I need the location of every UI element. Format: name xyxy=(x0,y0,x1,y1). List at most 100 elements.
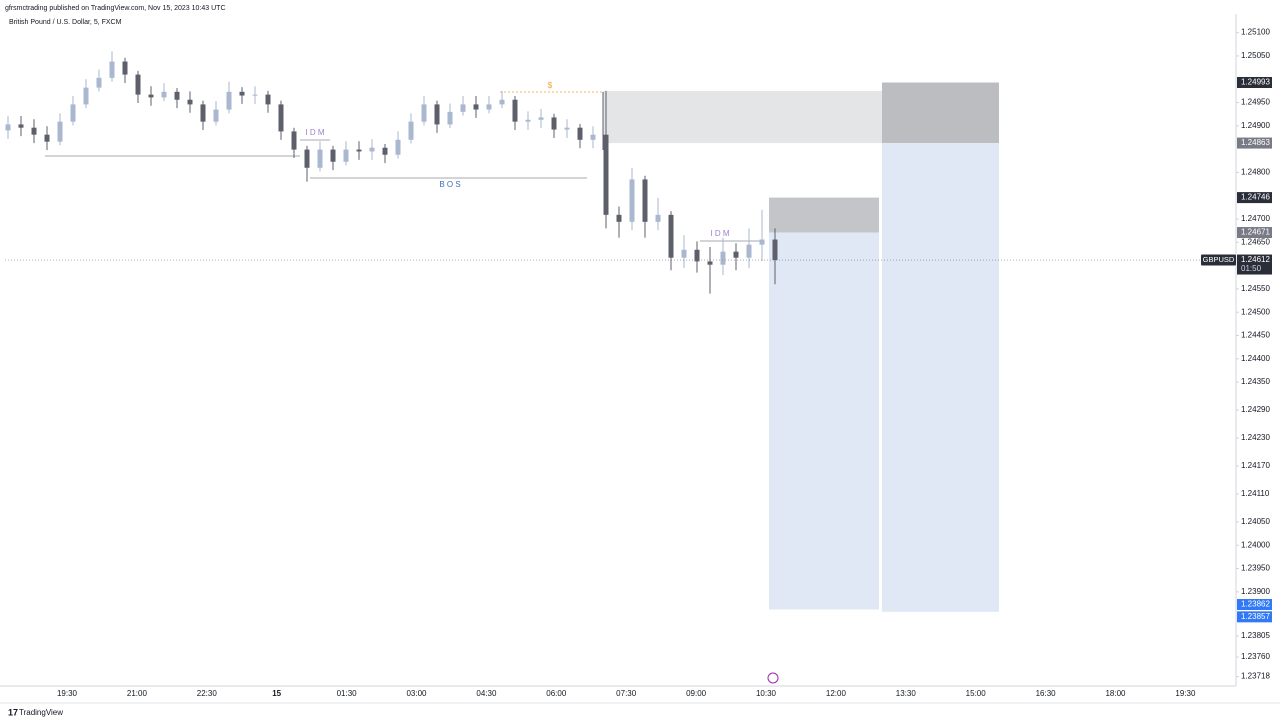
candle-body xyxy=(187,99,193,105)
zone xyxy=(769,232,879,610)
candle-body xyxy=(434,104,440,125)
candle-body xyxy=(239,91,245,96)
annotation: B O S xyxy=(439,180,460,189)
candle-body xyxy=(265,94,271,105)
y-tick-label: 1.23718 xyxy=(1241,672,1270,681)
logo: 17 xyxy=(8,707,18,717)
candle-body xyxy=(642,179,648,222)
price-label-box xyxy=(1237,599,1272,611)
x-tick-label: 04:30 xyxy=(476,689,497,698)
event-icon[interactable] xyxy=(767,672,779,684)
candle-body xyxy=(447,111,453,125)
candle-body xyxy=(395,139,401,155)
zone xyxy=(769,197,879,233)
candle-body xyxy=(317,149,323,168)
candle-body xyxy=(96,77,102,88)
zone xyxy=(882,143,999,612)
candle-body xyxy=(421,104,427,122)
candle-body xyxy=(408,121,414,140)
y-tick-label: 1.24900 xyxy=(1241,121,1270,130)
y-tick-label: 1.24000 xyxy=(1241,540,1270,549)
zone xyxy=(603,90,885,144)
y-tick-label: 1.24230 xyxy=(1241,433,1270,442)
annotation: I D M xyxy=(305,128,324,137)
candle-body xyxy=(369,147,375,152)
candle-body xyxy=(31,127,37,135)
candle-body xyxy=(5,124,11,131)
candle-body xyxy=(44,134,50,142)
y-tick-label: 1.24290 xyxy=(1241,405,1270,414)
x-tick-label: 18:00 xyxy=(1105,689,1126,698)
candle-body xyxy=(538,117,544,120)
annotation: $ xyxy=(548,81,553,90)
price-label: 1.24863 xyxy=(1241,138,1270,147)
symbol-label: GBPUSD xyxy=(1203,255,1235,264)
candle-body xyxy=(486,104,492,110)
candle-body xyxy=(577,127,583,140)
price-label: 1.23862 xyxy=(1241,600,1270,609)
candle-body xyxy=(551,117,557,130)
candle-body xyxy=(655,214,661,222)
candle-body xyxy=(473,104,479,110)
symbol-box xyxy=(1201,254,1236,266)
price-label: 1.24671 xyxy=(1241,228,1270,237)
x-tick-label: 19:30 xyxy=(57,689,78,698)
candle-body xyxy=(460,104,466,112)
x-tick-label: 10:30 xyxy=(756,689,777,698)
x-tick-label: 09:00 xyxy=(686,689,707,698)
y-tick-label: 1.24350 xyxy=(1241,377,1270,386)
candle-body xyxy=(18,124,24,128)
candle-body xyxy=(57,121,63,142)
candle-body xyxy=(733,251,739,258)
candle-body xyxy=(603,134,609,215)
x-tick-label: 19:30 xyxy=(1175,689,1196,698)
last-price-label: 1.24612 xyxy=(1241,255,1270,264)
price-label-box xyxy=(1237,192,1272,204)
candle-body xyxy=(122,61,128,75)
y-tick-label: 1.23760 xyxy=(1241,652,1270,661)
price-label: 1.23857 xyxy=(1241,612,1270,621)
candle-body xyxy=(291,131,297,150)
candle-body xyxy=(564,127,570,130)
candle-body xyxy=(200,104,206,122)
candle-body xyxy=(694,249,700,262)
x-tick-label: 07:30 xyxy=(616,689,637,698)
candle-body xyxy=(109,61,115,78)
candle-body xyxy=(252,94,258,96)
candle-body xyxy=(343,149,349,162)
x-tick-label: 21:00 xyxy=(127,689,148,698)
x-tick-label: 03:00 xyxy=(406,689,427,698)
x-tick-label: 15 xyxy=(272,689,281,698)
x-tick-label: 16:30 xyxy=(1036,689,1057,698)
y-tick-label: 1.24500 xyxy=(1241,307,1270,316)
y-tick-label: 1.25100 xyxy=(1241,28,1270,37)
x-tick-label: 15:00 xyxy=(966,689,987,698)
candle-body xyxy=(161,91,167,98)
x-tick-label: 22:30 xyxy=(197,689,218,698)
annotation: I D M xyxy=(710,229,729,238)
candle-body xyxy=(629,179,635,222)
price-label-box xyxy=(1237,76,1272,88)
symbol-title: British Pound / U.S. Dollar, 5, FXCM xyxy=(9,19,122,26)
y-tick-label: 1.24050 xyxy=(1241,517,1270,526)
candle-body xyxy=(759,239,765,245)
x-tick-label: 06:00 xyxy=(546,689,567,698)
x-tick-label: 13:30 xyxy=(896,689,917,698)
y-tick-label: 1.23950 xyxy=(1241,564,1270,573)
candle-body xyxy=(382,147,388,155)
candle-body xyxy=(525,119,531,122)
candle-body xyxy=(590,134,596,140)
candle-body xyxy=(174,91,180,100)
candle-body xyxy=(772,239,778,261)
price-label-box xyxy=(1237,137,1272,149)
candle-body xyxy=(356,149,362,152)
candle-body xyxy=(278,104,284,132)
candle-body xyxy=(499,99,505,105)
candle-body xyxy=(668,214,674,258)
candle-body xyxy=(148,94,154,98)
price-label-box xyxy=(1237,227,1272,239)
candle-body xyxy=(304,149,310,168)
y-tick-label: 1.24650 xyxy=(1241,237,1270,246)
candle-body xyxy=(70,104,76,122)
